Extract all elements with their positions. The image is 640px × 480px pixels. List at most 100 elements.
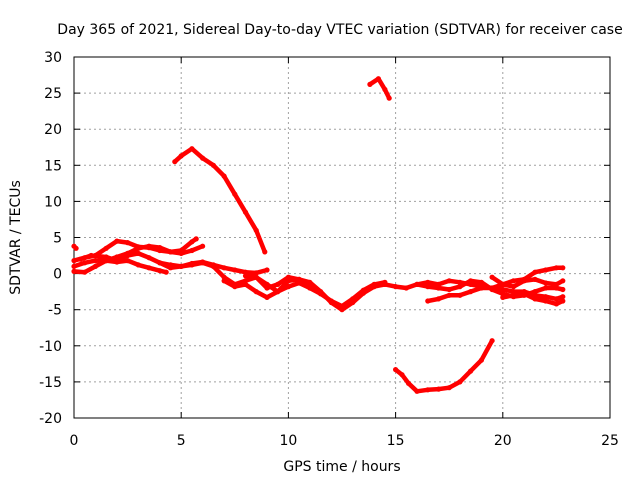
data-point [82, 260, 88, 266]
data-point [253, 274, 259, 280]
data-point [446, 286, 452, 293]
data-point [521, 278, 527, 284]
y-tick-label: 25 [44, 86, 62, 102]
data-point [425, 387, 431, 393]
data-point [367, 81, 373, 87]
series-arc-i [242, 273, 388, 309]
series-arc-l [425, 265, 566, 304]
data-point [285, 284, 291, 290]
series-line [172, 146, 268, 255]
series-arc-a [71, 243, 79, 251]
data-point [264, 294, 270, 300]
data-point [560, 278, 566, 284]
data-point [77, 256, 83, 262]
data-point [92, 258, 98, 264]
data-point [521, 291, 527, 297]
data-point [446, 278, 452, 284]
data-point [560, 294, 566, 300]
data-point [167, 249, 174, 255]
data-point [232, 267, 238, 273]
data-point [189, 262, 195, 268]
data-point [328, 298, 334, 304]
data-point [221, 278, 227, 284]
data-point [135, 262, 141, 268]
series-arc-o [500, 291, 566, 307]
data-point [405, 380, 412, 386]
data-point [135, 250, 141, 256]
y-tick-label: 0 [53, 267, 62, 283]
data-point [103, 245, 109, 251]
series-line [71, 258, 169, 275]
data-point [543, 280, 549, 286]
chart-title: Day 365 of 2021, Sidereal Day-to-day VTE… [57, 22, 622, 38]
data-point [264, 281, 270, 287]
data-point [403, 285, 409, 291]
data-point [435, 296, 442, 302]
data-point [393, 284, 399, 290]
data-point [200, 260, 206, 266]
data-point [200, 243, 206, 249]
series-arc-g [172, 146, 268, 255]
y-axis-label: SDTVAR / TECUs [8, 180, 24, 295]
data-point [478, 357, 484, 363]
x-axis-label: GPS time / hours [283, 459, 400, 475]
data-point [125, 258, 131, 264]
data-point [232, 284, 238, 290]
data-point [210, 263, 216, 269]
data-point [275, 289, 281, 295]
data-point [339, 303, 345, 309]
data-point [242, 278, 249, 284]
data-point [500, 294, 506, 300]
data-point [200, 155, 206, 161]
y-tick-label: -10 [39, 339, 62, 355]
data-point [92, 263, 98, 269]
data-point [382, 279, 388, 285]
data-point [296, 276, 302, 282]
data-point [553, 265, 560, 271]
data-point [307, 279, 313, 285]
data-point [114, 238, 120, 244]
data-point [178, 263, 184, 269]
x-tick-label: 10 [279, 433, 297, 449]
y-tick-label: 20 [44, 122, 62, 138]
y-tick-label: 5 [53, 231, 62, 247]
data-point [399, 372, 405, 378]
data-point [457, 292, 463, 298]
data-point [157, 260, 163, 266]
data-point [510, 284, 517, 290]
data-point [560, 286, 566, 293]
data-point [82, 269, 88, 275]
data-point [425, 279, 431, 285]
data-point [189, 146, 195, 152]
data-point [510, 292, 517, 298]
data-point [242, 209, 249, 215]
data-point [262, 249, 268, 255]
data-point [178, 247, 184, 254]
data-point [500, 286, 506, 293]
series-arc-j [367, 76, 392, 101]
y-axis: -20 -15 -10 -5 0 5 10 15 20 25 30 [39, 50, 610, 427]
data-point [435, 285, 442, 291]
data-point [425, 298, 431, 304]
data-point [371, 281, 377, 287]
data-point [386, 95, 392, 101]
grid [74, 57, 610, 418]
data-point [489, 338, 495, 344]
data-point [500, 281, 506, 287]
data-point [275, 281, 281, 287]
data-point [350, 296, 356, 302]
data-point [360, 287, 366, 293]
data-point [553, 301, 560, 307]
data-point [382, 86, 388, 93]
data-point [553, 281, 560, 287]
data-point [296, 280, 302, 286]
data-point [178, 153, 184, 159]
y-tick-label: -15 [39, 375, 62, 391]
data-point [414, 281, 420, 287]
data-point [478, 279, 484, 285]
data-point [167, 265, 174, 271]
x-tick-label: 20 [494, 433, 512, 449]
data-point [242, 281, 249, 287]
data-point [253, 289, 259, 295]
